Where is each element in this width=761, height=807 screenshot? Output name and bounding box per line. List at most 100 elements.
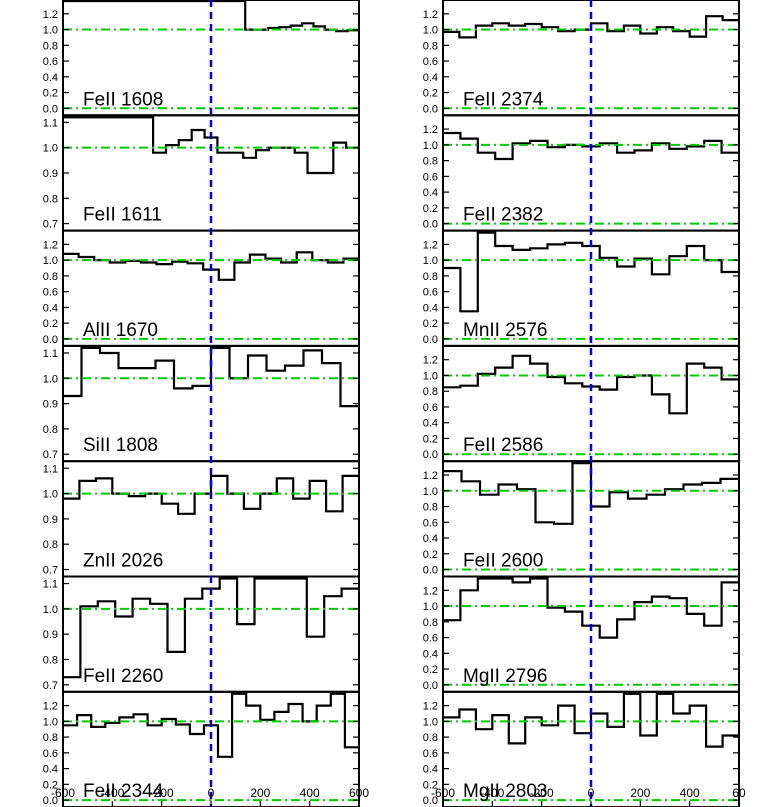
y-tick-label: 0.4 <box>423 187 438 199</box>
y-tick-label: 0.9 <box>43 399 58 411</box>
panel-label: AlII 1670 <box>83 320 158 341</box>
y-tick-label: 0.6 <box>423 402 438 414</box>
y-tick-label: 1.2 <box>43 701 58 713</box>
y-tick-label: 0.2 <box>423 664 438 676</box>
y-tick-label: 0.7 <box>43 680 58 692</box>
y-tick-label: 0.0 <box>423 680 438 692</box>
y-tick-label: 0.4 <box>43 302 58 314</box>
y-tick-label: 0.2 <box>43 88 58 100</box>
y-tick-label: 1.0 <box>43 604 58 616</box>
y-tick-label: 0.2 <box>423 779 438 791</box>
x-tick-label: -200 <box>150 786 174 800</box>
panel-label: MnII 2576 <box>463 320 548 341</box>
x-tick-label: -600 <box>51 786 75 800</box>
y-tick-label: 0.6 <box>43 56 58 68</box>
y-tick-label: 0.8 <box>423 502 438 514</box>
y-tick-label: 1.2 <box>423 9 438 21</box>
x-tick-label: 600 <box>349 786 369 800</box>
y-tick-label: 0.4 <box>423 418 438 430</box>
y-tick-label: 0.8 <box>423 40 438 52</box>
y-tick-label: 0.2 <box>423 433 438 445</box>
y-tick-label: 1.0 <box>43 489 58 501</box>
y-tick-label: 1.2 <box>423 470 438 482</box>
y-tick-label: 1.1 <box>43 463 58 475</box>
y-tick-label: 1.2 <box>423 585 438 597</box>
panel-label: FeII 2260 <box>83 666 163 687</box>
y-tick-label: 0.2 <box>423 203 438 215</box>
y-tick-label: 0.0 <box>423 449 438 461</box>
y-tick-label: 1.0 <box>423 716 438 728</box>
y-tick-label: 0.6 <box>43 287 58 299</box>
panel-label: ZnII 2026 <box>83 551 163 572</box>
y-tick-label: 0.6 <box>423 633 438 645</box>
panel-frame <box>442 690 740 807</box>
x-tick-label: -600 <box>431 786 455 800</box>
y-tick-label: 0.4 <box>43 764 58 776</box>
panel-label: FeII 2382 <box>463 205 543 226</box>
y-tick-label: 1.2 <box>423 239 438 251</box>
x-tick-label: 60 <box>732 786 746 800</box>
y-tick-label: 1.0 <box>423 140 438 152</box>
x-tick-label: 200 <box>250 786 270 800</box>
y-tick-label: 0.0 <box>423 103 438 115</box>
y-tick-label: 1.0 <box>43 716 58 728</box>
y-tick-label: 0.6 <box>423 748 438 760</box>
y-tick-label: 0.6 <box>423 517 438 529</box>
y-tick-label: 0.4 <box>423 764 438 776</box>
x-tick-label: -400 <box>100 786 124 800</box>
y-tick-label: 0.4 <box>423 533 438 545</box>
spectrum-line <box>63 346 359 408</box>
y-tick-label: 0.7 <box>43 219 58 231</box>
y-tick-label: 0.8 <box>43 732 58 744</box>
spectrum-line <box>443 577 739 639</box>
panel-label: FeII 1611 <box>83 205 162 226</box>
panel-label: FeII 2586 <box>463 435 543 456</box>
y-tick-label: 0.9 <box>43 514 58 526</box>
y-tick-label: 0.4 <box>423 302 438 314</box>
y-tick-label: 0.9 <box>43 168 58 180</box>
y-tick-label: 0.0 <box>43 795 58 807</box>
y-tick-label: 0.6 <box>423 287 438 299</box>
panel-label: FeII 2374 <box>463 89 544 110</box>
y-tick-label: 0.6 <box>423 171 438 183</box>
panel-label: SiII 1808 <box>83 435 158 456</box>
panel-label: FeII 2344 <box>83 781 164 802</box>
y-tick-label: 0.8 <box>423 732 438 744</box>
x-tick-label: 0 <box>588 786 595 800</box>
spectrum-line <box>63 577 359 679</box>
panel-label: MgII 2796 <box>463 666 548 687</box>
y-tick-label: 0.4 <box>43 72 58 84</box>
y-tick-label: 0.8 <box>43 40 58 52</box>
y-tick-label: 1.0 <box>43 25 58 37</box>
y-tick-label: 0.0 <box>423 565 438 577</box>
y-tick-label: 1.2 <box>43 9 58 21</box>
y-tick-label: 0.8 <box>423 156 438 168</box>
y-tick-label: 0.7 <box>43 449 58 461</box>
y-tick-label: 0.9 <box>43 629 58 641</box>
x-tick-label: 400 <box>680 786 700 800</box>
y-tick-label: 1.2 <box>423 701 438 713</box>
y-tick-label: 0.4 <box>423 648 438 660</box>
y-tick-label: 1.0 <box>43 373 58 385</box>
y-tick-label: 1.1 <box>43 117 58 129</box>
x-tick-label: -400 <box>480 786 504 800</box>
y-tick-label: 1.0 <box>43 143 58 155</box>
y-tick-label: 0.8 <box>43 539 58 551</box>
x-tick-label: 400 <box>300 786 320 800</box>
y-tick-label: 0.8 <box>43 654 58 666</box>
y-tick-label: 1.2 <box>423 124 438 136</box>
y-tick-label: 0.7 <box>43 565 58 577</box>
spectrum-line <box>63 116 359 175</box>
panel-frame <box>62 690 360 807</box>
y-tick-label: 0.4 <box>423 72 438 84</box>
y-tick-label: 0.0 <box>43 334 58 346</box>
y-tick-label: 1.0 <box>423 601 438 613</box>
y-tick-label: 1.0 <box>423 370 438 382</box>
y-tick-label: 1.1 <box>43 579 58 591</box>
y-tick-label: 0.6 <box>423 56 438 68</box>
y-tick-label: 1.1 <box>43 348 58 360</box>
y-tick-label: 1.0 <box>43 255 58 267</box>
y-tick-label: 0.2 <box>43 318 58 330</box>
panel-label: FeII 1608 <box>83 89 163 110</box>
